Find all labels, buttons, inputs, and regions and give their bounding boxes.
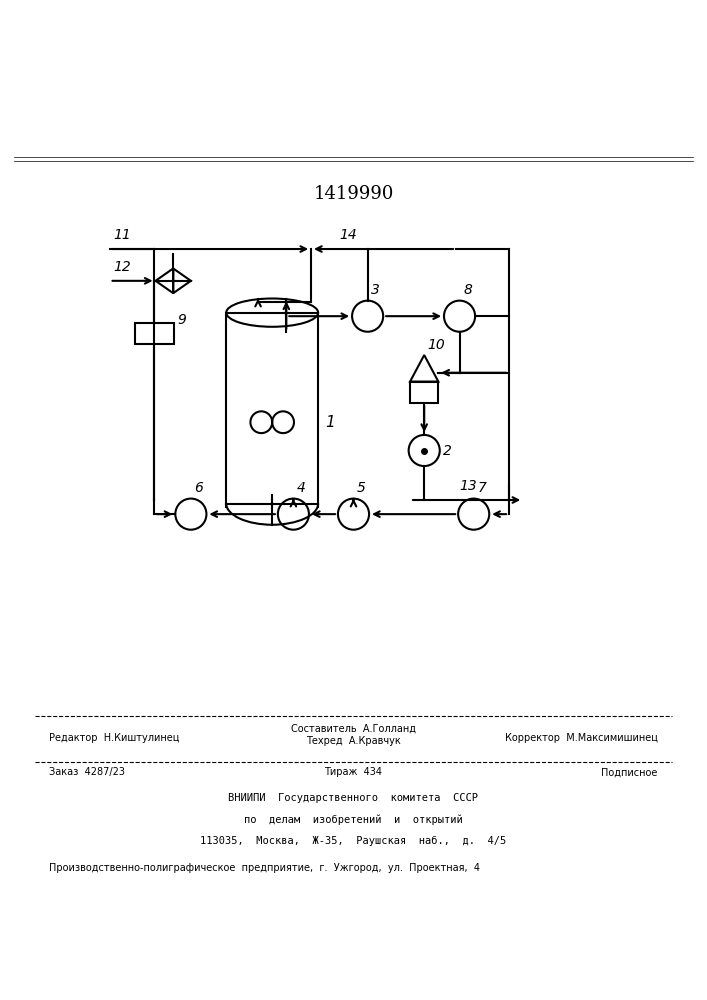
Text: 4: 4 xyxy=(297,481,306,495)
Text: 3: 3 xyxy=(371,283,380,297)
Text: по  делам  изобретений  и  открытий: по делам изобретений и открытий xyxy=(244,815,463,825)
Text: 8: 8 xyxy=(463,283,472,297)
Text: Подписное: Подписное xyxy=(601,767,658,777)
Text: ВНИИПИ  Государственного  комитета  СССР: ВНИИПИ Государственного комитета СССР xyxy=(228,793,479,803)
Text: 11: 11 xyxy=(113,228,131,242)
Text: 9: 9 xyxy=(177,313,186,327)
Text: 6: 6 xyxy=(194,481,204,495)
Bar xyxy=(226,313,318,504)
Text: Заказ  4287/23: Заказ 4287/23 xyxy=(49,767,125,777)
Text: 1419990: 1419990 xyxy=(313,185,394,203)
Text: Редактор  Н.Киштулинец: Редактор Н.Киштулинец xyxy=(49,733,180,743)
Text: Составитель  А.Голланд
Техред  А.Кравчук: Составитель А.Голланд Техред А.Кравчук xyxy=(291,724,416,746)
Text: Тираж  434: Тираж 434 xyxy=(325,767,382,777)
Text: 1: 1 xyxy=(325,415,335,430)
Text: 2: 2 xyxy=(443,444,452,458)
Text: Производственно-полиграфическое  предприятие,  г.  Ужгород,  ул.  Проектная,  4: Производственно-полиграфическое предприя… xyxy=(49,863,481,873)
Text: 5: 5 xyxy=(357,481,366,495)
Text: 12: 12 xyxy=(113,260,131,274)
Text: 113035,  Москва,  Ж-35,  Раушская  наб.,  д.  4/5: 113035, Москва, Ж-35, Раушская наб., д. … xyxy=(200,836,507,846)
Text: 13: 13 xyxy=(460,479,477,493)
Text: Корректор  М.Максимишинец: Корректор М.Максимишинец xyxy=(505,733,658,743)
Text: 10: 10 xyxy=(428,338,445,352)
Bar xyxy=(410,382,438,403)
Text: 7: 7 xyxy=(477,481,486,495)
Text: 14: 14 xyxy=(339,228,357,242)
Bar xyxy=(134,323,173,344)
